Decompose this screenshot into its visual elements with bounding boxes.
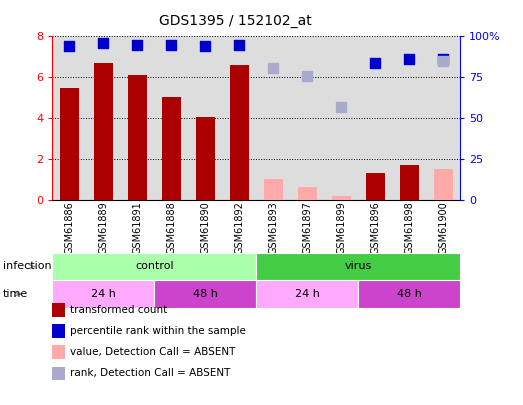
Bar (52, 280, 154, 308)
Point (405, 56, 413, 63)
Text: time: time (3, 289, 28, 299)
Bar (60, 87, 78, 200)
Bar (230, 65, 248, 200)
Text: 24 h: 24 h (295, 289, 320, 299)
Point (371, 60, 379, 66)
Bar (400, 165, 418, 200)
Bar (94, 63, 112, 200)
Bar (162, 97, 180, 200)
Bar (358, 280, 460, 308)
Point (99, 40, 108, 46)
Bar (332, 196, 350, 200)
Text: GDS1395 / 152102_at: GDS1395 / 152102_at (159, 14, 312, 28)
Point (303, 72, 311, 79)
Text: value, Detection Call = ABSENT: value, Detection Call = ABSENT (70, 347, 235, 357)
Point (439, 58, 447, 64)
Text: control: control (135, 262, 174, 271)
Bar (256, 253, 460, 280)
Text: percentile rank within the sample: percentile rank within the sample (70, 326, 245, 336)
Text: 24 h: 24 h (91, 289, 116, 299)
Text: 48 h: 48 h (193, 289, 218, 299)
Bar (434, 169, 452, 200)
Text: transformed count: transformed count (70, 305, 167, 315)
Point (337, 104, 345, 110)
Bar (298, 187, 316, 200)
Bar (196, 117, 214, 200)
Point (269, 64, 277, 71)
Text: rank, Detection Call = ABSENT: rank, Detection Call = ABSENT (70, 369, 230, 378)
Text: virus: virus (345, 262, 372, 271)
Point (65, 43, 73, 49)
Text: infection: infection (3, 262, 51, 271)
Bar (52, 253, 256, 280)
Bar (128, 75, 146, 200)
Point (167, 41, 175, 48)
Bar (264, 179, 282, 200)
Point (235, 41, 243, 48)
Point (133, 41, 141, 48)
Bar (366, 173, 384, 200)
Point (201, 43, 209, 49)
Text: 48 h: 48 h (397, 289, 422, 299)
Bar (154, 280, 256, 308)
Point (439, 56, 447, 63)
Bar (256, 280, 358, 308)
